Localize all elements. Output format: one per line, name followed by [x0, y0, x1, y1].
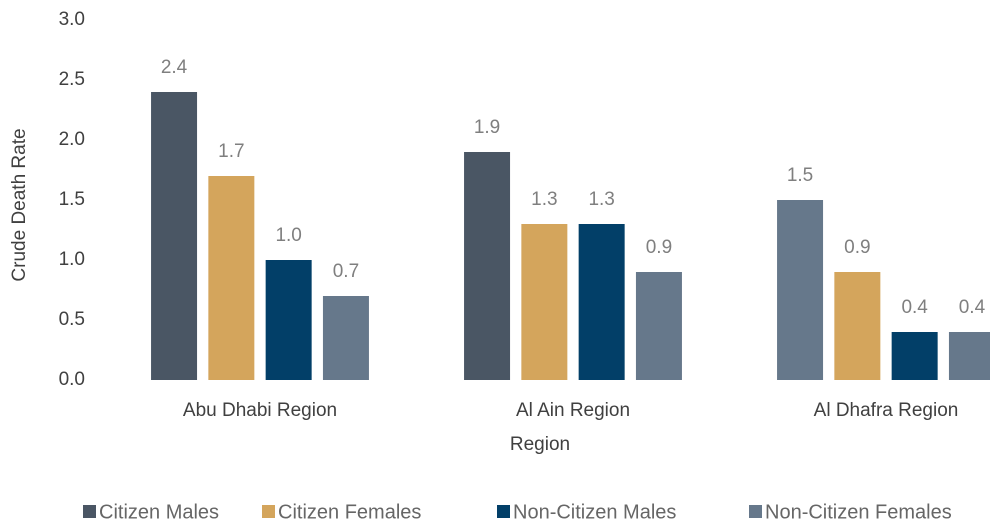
value-label: 0.7 — [333, 261, 359, 282]
y-tick-label: 0.5 — [59, 309, 85, 330]
bar — [322, 296, 369, 380]
bar — [777, 200, 824, 380]
value-label: 1.5 — [787, 165, 813, 186]
y-tick-label: 1.5 — [59, 189, 85, 210]
value-label: 0.4 — [959, 297, 986, 318]
x-axis-label: Region — [510, 434, 570, 455]
legend-label: Non-Citizen Females — [765, 501, 952, 523]
y-tick-label: 1.0 — [59, 249, 85, 270]
value-label: 2.4 — [161, 57, 188, 78]
bar — [635, 272, 682, 380]
y-tick-label: 0.0 — [59, 369, 85, 390]
legend-swatch — [497, 505, 510, 518]
y-tick-label: 2.0 — [59, 129, 85, 150]
value-label: 1.7 — [218, 141, 244, 162]
bar — [265, 260, 312, 380]
bar — [151, 92, 198, 380]
value-label: 1.0 — [275, 225, 301, 246]
y-tick-label: 3.0 — [59, 9, 85, 30]
x-tick-label: Al Dhafra Region — [814, 400, 959, 421]
value-label: 0.9 — [646, 237, 672, 258]
x-tick-label: Abu Dhabi Region — [183, 400, 337, 421]
value-label: 1.3 — [531, 189, 557, 210]
bar — [208, 176, 255, 380]
bar — [521, 224, 568, 380]
legend-label: Non-Citizen Males — [513, 501, 676, 523]
bar — [578, 224, 625, 380]
legend-label: Citizen Females — [278, 501, 421, 523]
x-tick-label: Al Ain Region — [516, 400, 630, 421]
value-label: 0.9 — [844, 237, 870, 258]
bar — [948, 332, 990, 380]
value-label: 0.4 — [901, 297, 928, 318]
value-label: 1.3 — [588, 189, 614, 210]
bar — [464, 152, 511, 380]
y-tick-label: 2.5 — [59, 69, 85, 90]
legend-swatch — [262, 505, 275, 518]
legend-swatch — [749, 505, 762, 518]
bar — [834, 272, 881, 380]
y-axis-label: Crude Death Rate — [9, 128, 30, 281]
value-label: 1.9 — [474, 117, 500, 138]
bar — [891, 332, 938, 380]
legend-label: Citizen Males — [99, 501, 219, 523]
legend-swatch — [83, 505, 96, 518]
